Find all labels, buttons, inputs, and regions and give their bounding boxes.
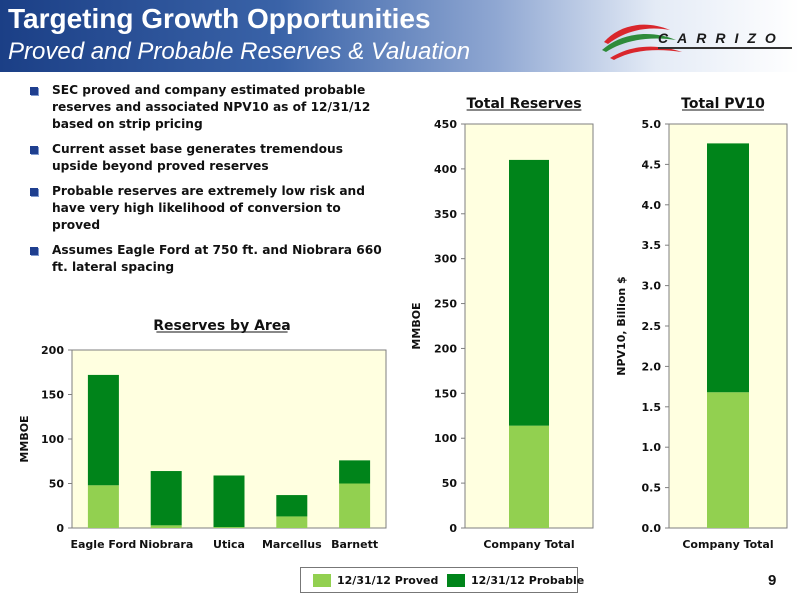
bullet-text: Current asset base generates tremendous … — [52, 142, 343, 173]
total-pv10-ytick-label: 4.0 — [642, 199, 662, 212]
chart-legend: 12/31/12 Proved 12/31/12 Probable — [300, 567, 584, 593]
bullet-item: Assumes Eagle Ford at 750 ft. and Niobra… — [30, 242, 390, 276]
bullet-item: Current asset base generates tremendous … — [30, 141, 390, 175]
bullet-square-icon — [30, 188, 38, 196]
reserves-by-area-xtick-label: Marcellus — [262, 538, 322, 551]
total-pv10-ytick-label: 0.5 — [642, 482, 662, 495]
reserves-by-area-bar-probable — [87, 374, 119, 486]
total-pv10-ylabel: NPV10, Billion $ — [615, 276, 628, 375]
reserves-by-area-bar-probable — [276, 495, 308, 517]
reserves-by-area-ytick-label: 50 — [49, 478, 65, 491]
total-pv10-xtick-label: Company Total — [682, 538, 773, 551]
logo-swoosh-icon — [602, 24, 792, 60]
reserves-by-area-ytick-label: 100 — [41, 433, 64, 446]
bullet-text: Assumes Eagle Ford at 750 ft. and Niobra… — [52, 243, 382, 274]
total-reserves-ytick-label: 50 — [442, 477, 458, 490]
total-reserves-ytick-label: 0 — [449, 522, 457, 535]
slide-subtitle: Proved and Probable Reserves & Valuation — [8, 38, 471, 65]
total-pv10-ytick-label: 3.5 — [642, 239, 662, 252]
reserves-by-area-ytick-label: 150 — [41, 389, 64, 402]
total-reserves-title: Total Reserves — [466, 96, 581, 112]
bullet-item: Probable reserves are extremely low risk… — [30, 183, 390, 234]
slide-header: Targeting Growth Opportunities Proved an… — [0, 0, 800, 72]
bullet-square-icon — [30, 247, 38, 255]
bullet-list: SEC proved and company estimated probabl… — [30, 82, 390, 284]
logo-wordmark: CARRIZO — [658, 30, 785, 46]
reserves-by-area-xtick-label: Niobrara — [139, 538, 193, 551]
total-pv10-ytick-label: 3.0 — [642, 280, 662, 293]
total-reserves-ytick-label: 250 — [434, 298, 457, 311]
reserves-by-area-bar-proved — [339, 483, 371, 528]
total-pv10-ytick-label: 0.0 — [642, 522, 662, 535]
reserves-by-area-title: Reserves by Area — [153, 318, 291, 334]
reserves-by-area-ytick-label: 200 — [41, 344, 64, 357]
total-reserves-ylabel: MMBOE — [410, 302, 423, 349]
reserves-by-area-bar-proved — [276, 516, 308, 528]
bullet-square-icon — [30, 146, 38, 154]
bullet-square-icon — [30, 87, 38, 95]
reserves-by-area-bar-probable — [213, 475, 245, 528]
total-reserves-bar-proved — [509, 425, 549, 528]
total-pv10-ytick-label: 2.0 — [642, 360, 662, 373]
total-reserves-bar-probable — [509, 159, 549, 426]
reserves-by-area-bar-proved — [150, 525, 182, 528]
total-pv10-bar-probable — [707, 143, 749, 393]
legend-label-probable: 12/31/12 Probable — [471, 574, 585, 587]
bullet-text: SEC proved and company estimated probabl… — [52, 83, 371, 131]
slide-title: Targeting Growth Opportunities — [8, 3, 431, 34]
total-pv10-title: Total PV10 — [681, 96, 765, 112]
reserves-by-area-ylabel: MMBOE — [18, 415, 31, 462]
total-pv10-ytick-label: 2.5 — [642, 320, 662, 333]
total-pv10-bar-proved — [707, 392, 749, 528]
total-reserves-ytick-label: 350 — [434, 208, 457, 221]
legend-swatch-proved — [313, 574, 331, 587]
reserves-by-area-ytick-label: 0 — [56, 522, 64, 535]
reserves-by-area-xtick-label: Barnett — [331, 538, 378, 551]
reserves-by-area-xtick-label: Utica — [213, 538, 245, 551]
legend-label-proved: 12/31/12 Proved — [337, 574, 439, 587]
total-reserves-xtick-label: Company Total — [483, 538, 574, 551]
total-reserves-ytick-label: 150 — [434, 387, 457, 400]
bullet-item: SEC proved and company estimated probabl… — [30, 82, 390, 133]
total-reserves-ytick-label: 450 — [434, 118, 457, 131]
total-pv10-ytick-label: 1.5 — [642, 401, 662, 414]
legend-swatch-probable — [447, 574, 465, 587]
total-reserves-ytick-label: 300 — [434, 253, 457, 266]
total-reserves-ytick-label: 100 — [434, 432, 457, 445]
total-pv10-ytick-label: 1.0 — [642, 441, 662, 454]
total-pv10-ytick-label: 4.5 — [642, 158, 662, 171]
reserves-by-area-bar-probable — [339, 460, 371, 484]
reserves-by-area-xtick-label: Eagle Ford — [71, 538, 137, 551]
reserves-by-area-bar-probable — [150, 471, 182, 526]
bullet-text: Probable reserves are extremely low risk… — [52, 184, 365, 232]
page-number: 9 — [768, 572, 777, 589]
carrizo-logo: CARRIZO — [600, 14, 795, 70]
reserves-by-area-bar-proved — [213, 527, 245, 528]
total-reserves-ytick-label: 200 — [434, 342, 457, 355]
total-pv10-ytick-label: 5.0 — [642, 118, 662, 131]
reserves-by-area-bar-proved — [87, 485, 119, 528]
total-reserves-ytick-label: 400 — [434, 163, 457, 176]
